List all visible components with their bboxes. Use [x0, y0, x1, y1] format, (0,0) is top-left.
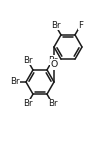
Text: Br: Br — [48, 99, 57, 108]
Text: Br: Br — [23, 56, 32, 65]
Text: Br: Br — [51, 21, 60, 30]
Text: Br: Br — [23, 99, 32, 108]
Text: Br: Br — [10, 78, 20, 87]
Text: Br: Br — [48, 56, 57, 65]
Text: O: O — [50, 60, 58, 69]
Text: F: F — [78, 21, 83, 30]
